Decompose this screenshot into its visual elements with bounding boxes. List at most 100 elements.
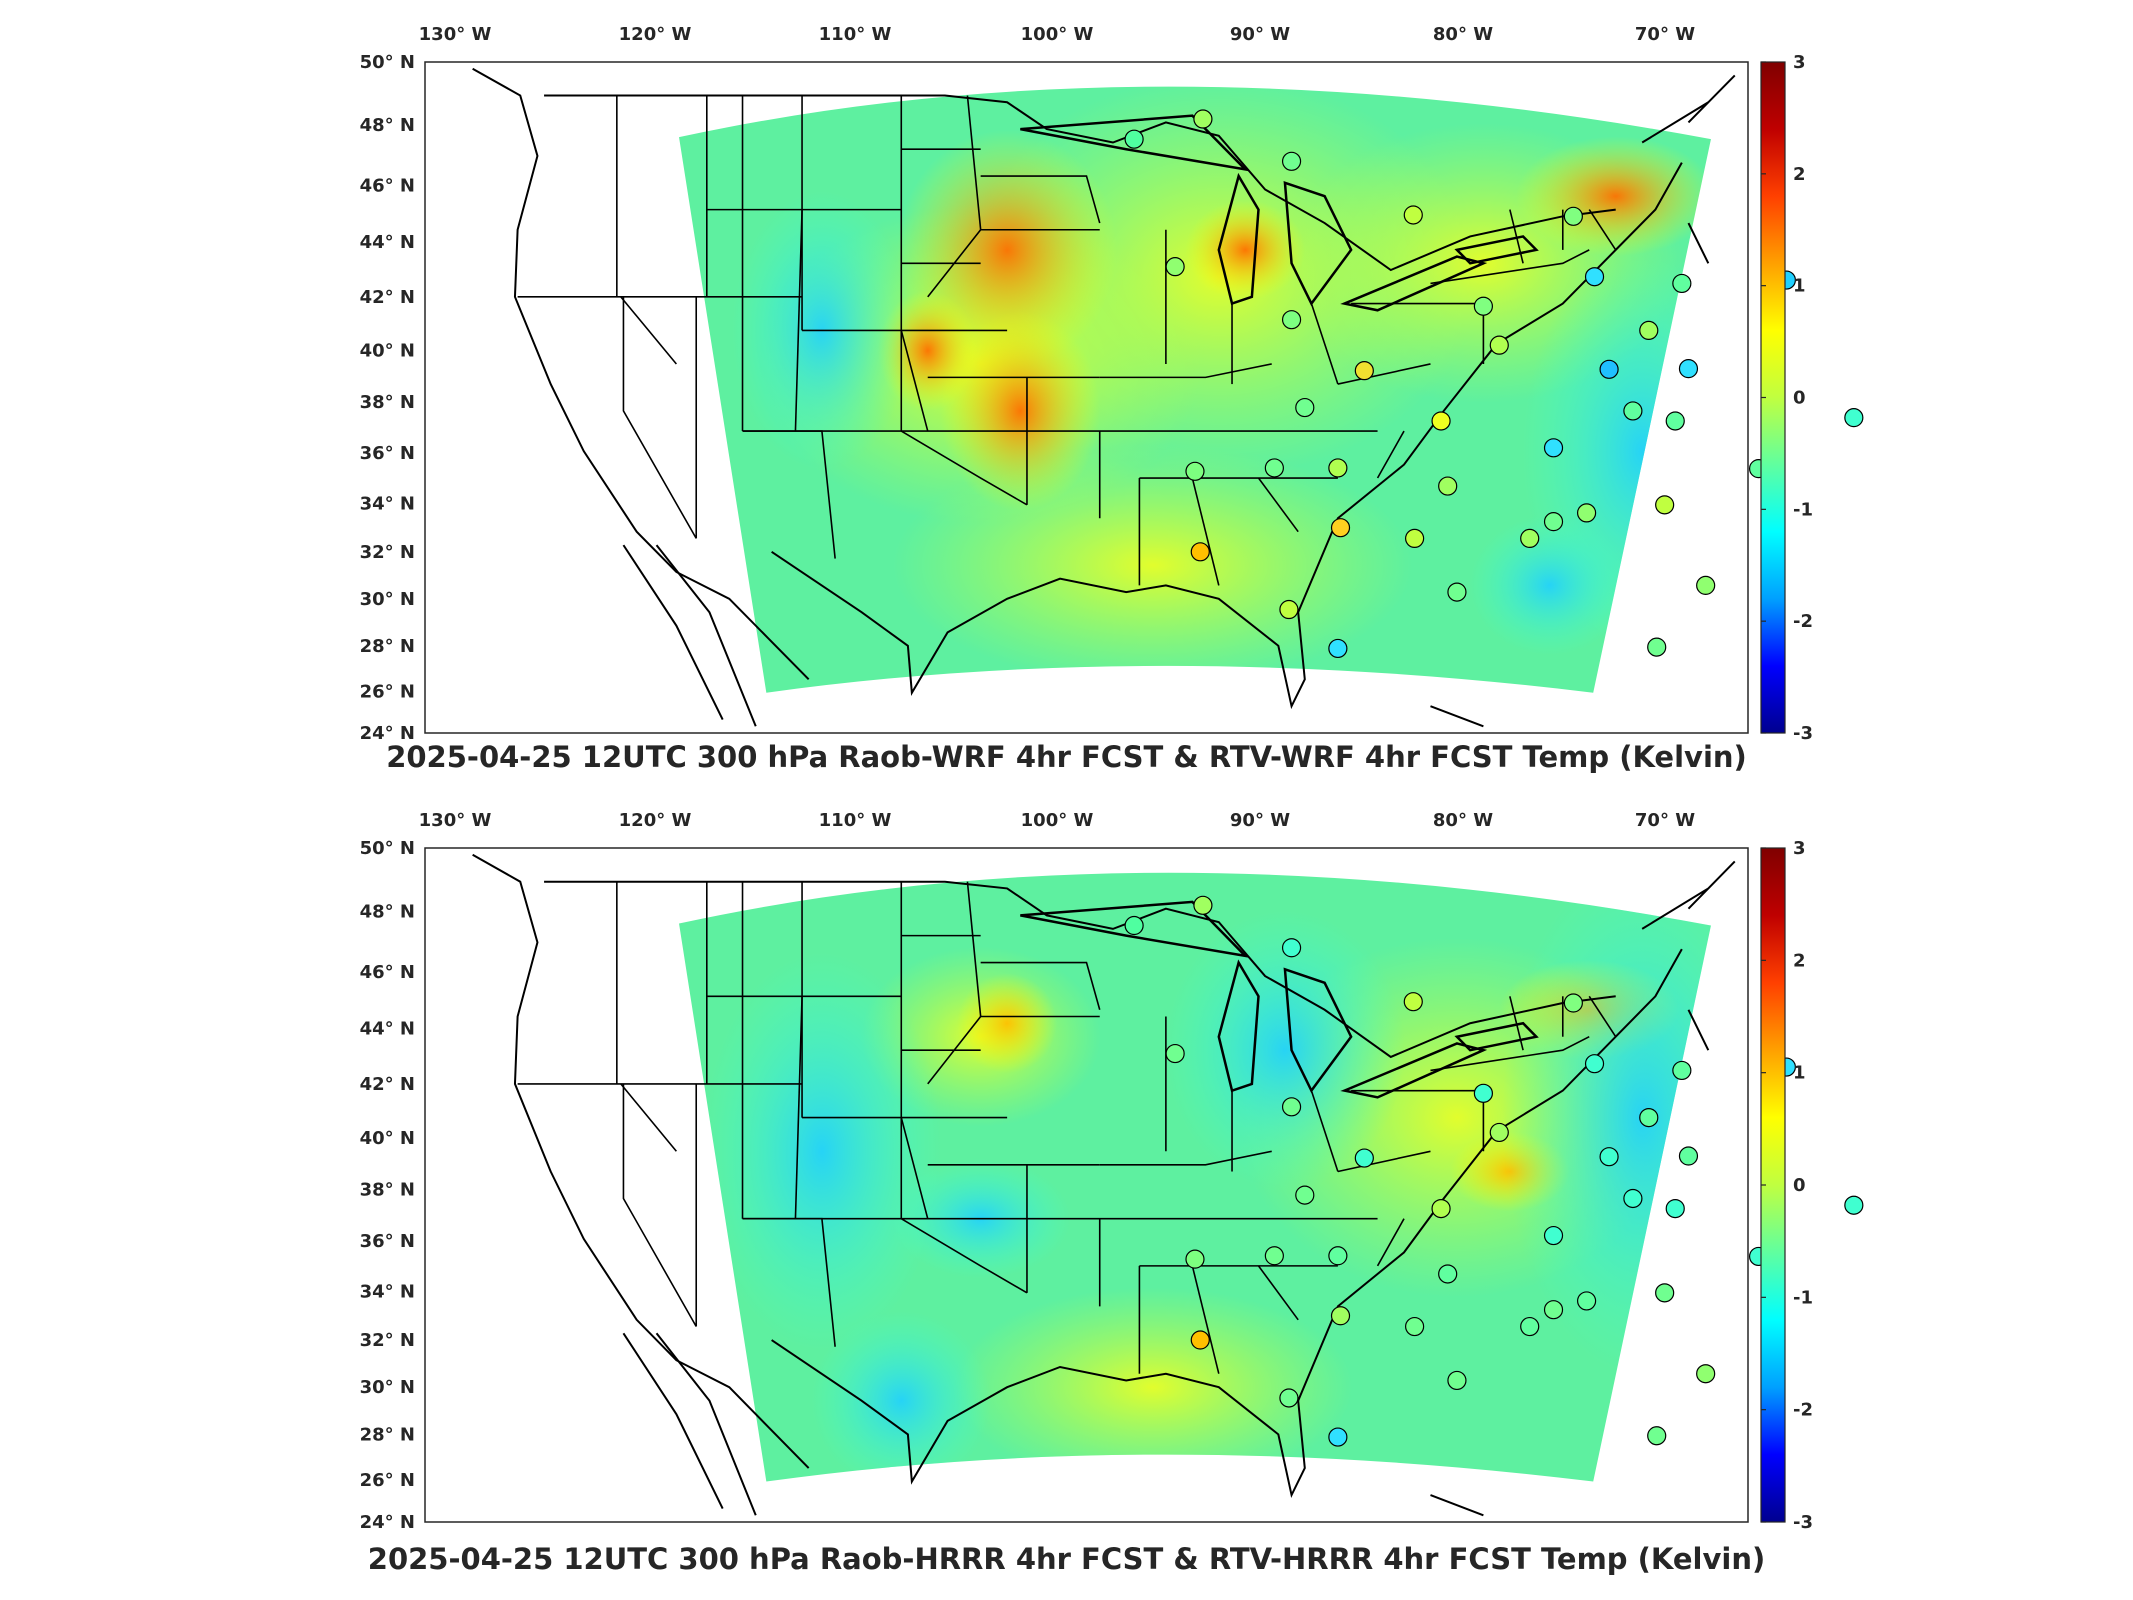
lat-tick-label: 50° N bbox=[360, 52, 415, 73]
panel-title-wrf: 2025-04-25 12UTC 300 hPa Raob-WRF 4hr FC… bbox=[386, 740, 1747, 774]
lat-tick-label: 28° N bbox=[360, 636, 415, 657]
raob-station-marker bbox=[1563, 206, 1583, 226]
raob-station-marker bbox=[1696, 575, 1716, 595]
lat-tick-label: 42° N bbox=[360, 287, 415, 308]
raob-station-marker bbox=[1678, 359, 1699, 379]
raob-station-marker bbox=[1264, 1246, 1284, 1266]
raob-station-marker bbox=[1403, 205, 1423, 225]
colorbar-tick-label: -3 bbox=[1793, 1512, 1813, 1533]
raob-station-marker bbox=[1639, 1108, 1659, 1128]
colorbar-tick-label: 1 bbox=[1793, 276, 1806, 297]
raob-station-marker bbox=[1520, 1316, 1540, 1337]
lon-tick-label: 80° W bbox=[1433, 24, 1493, 45]
raob-station-marker bbox=[1438, 476, 1458, 496]
lon-tick-label: 70° W bbox=[1635, 24, 1695, 45]
raob-station-marker bbox=[1431, 411, 1451, 431]
raob-station-marker bbox=[1844, 408, 1864, 428]
lat-tick-label: 38° N bbox=[360, 392, 415, 413]
colorbar-tick-label: -3 bbox=[1793, 723, 1813, 744]
colorbar-tick-label: 3 bbox=[1793, 52, 1806, 73]
raob-station-marker bbox=[1543, 512, 1564, 532]
lat-tick-label: 44° N bbox=[360, 232, 415, 253]
colorbar-tick-label: -1 bbox=[1793, 499, 1813, 520]
raob-station-marker bbox=[1543, 1300, 1564, 1320]
raob-station-marker bbox=[1190, 1330, 1210, 1350]
lon-tick-label: 130° W bbox=[419, 24, 492, 45]
raob-station-marker bbox=[1447, 582, 1467, 602]
raob-station-marker bbox=[1647, 637, 1667, 657]
raob-station-marker bbox=[1281, 938, 1302, 958]
raob-station-marker bbox=[1124, 129, 1144, 149]
colorbar-tick-label: 1 bbox=[1793, 1063, 1806, 1084]
raob-station-marker bbox=[1576, 1291, 1597, 1311]
raob-stations bbox=[1124, 109, 1864, 659]
raob-station-marker bbox=[1665, 411, 1685, 431]
lat-tick-label: 24° N bbox=[360, 723, 415, 744]
lat-tick-label: 46° N bbox=[360, 962, 415, 983]
raob-station-marker bbox=[1665, 1198, 1685, 1219]
lon-tick-label: 120° W bbox=[619, 810, 692, 831]
lat-tick-label: 32° N bbox=[360, 542, 415, 563]
raob-station-marker bbox=[1124, 915, 1144, 936]
raob-station-marker bbox=[1279, 599, 1299, 620]
raob-station-marker bbox=[1281, 151, 1302, 171]
raob-station-marker bbox=[1599, 359, 1619, 379]
raob-station-marker bbox=[1185, 461, 1205, 481]
raob-station-marker bbox=[1678, 1146, 1699, 1166]
raob-station-marker bbox=[1330, 1306, 1351, 1326]
lat-tick-label: 36° N bbox=[360, 1231, 415, 1252]
raob-station-marker bbox=[1354, 1148, 1374, 1168]
raob-station-marker bbox=[1295, 1185, 1315, 1205]
lon-tick-label: 110° W bbox=[819, 810, 892, 831]
raob-station-marker bbox=[1403, 992, 1423, 1012]
map-panel-wrf: 130° W 120° W 110° W 100° W 90° W 80° W 70° W 5… bbox=[0, 0, 2133, 790]
raob-station-marker bbox=[1584, 1054, 1605, 1074]
raob-station-marker bbox=[1543, 1225, 1564, 1246]
raob-station-marker bbox=[1281, 1097, 1302, 1117]
raob-station-marker bbox=[1655, 495, 1675, 515]
lat-tick-label: 40° N bbox=[360, 1128, 415, 1149]
lon-tick-label: 110° W bbox=[819, 24, 892, 45]
raob-station-marker bbox=[1623, 401, 1643, 421]
lon-tick-label: 90° W bbox=[1230, 810, 1290, 831]
raob-station-marker bbox=[1190, 542, 1210, 562]
raob-station-marker bbox=[1328, 1246, 1348, 1266]
raob-station-marker bbox=[1639, 320, 1659, 340]
lat-tick-label: 26° N bbox=[360, 1470, 415, 1491]
map-panel-hrrr: 130° W 120° W 110° W 100° W 90° W 80° W 70° W 5… bbox=[0, 790, 2133, 1600]
colorbar-tick-label: 2 bbox=[1793, 950, 1806, 971]
lat-tick-label: 46° N bbox=[360, 175, 415, 196]
raob-station-marker bbox=[1264, 458, 1284, 478]
raob-station-marker bbox=[1489, 335, 1509, 355]
raob-station-marker bbox=[1438, 1264, 1458, 1284]
colorbar-tick-label: 3 bbox=[1793, 838, 1806, 859]
raob-station-marker bbox=[1354, 361, 1374, 381]
raob-station-marker bbox=[1584, 267, 1605, 287]
lon-tick-label: 130° W bbox=[419, 810, 492, 831]
raob-station-marker bbox=[1193, 895, 1213, 915]
lon-tick-label: 100° W bbox=[1021, 24, 1094, 45]
raob-station-marker bbox=[1672, 1060, 1692, 1081]
raob-station-marker bbox=[1328, 1427, 1348, 1447]
lon-tick-label: 80° W bbox=[1433, 810, 1493, 831]
raob-station-marker bbox=[1193, 109, 1213, 129]
raob-station-marker bbox=[1844, 1195, 1864, 1215]
raob-station-marker bbox=[1623, 1188, 1643, 1209]
raob-station-marker bbox=[1576, 503, 1597, 523]
raob-station-marker bbox=[1328, 458, 1348, 478]
lat-tick-label: 24° N bbox=[360, 1512, 415, 1533]
lat-tick-label: 42° N bbox=[360, 1074, 415, 1095]
lon-tick-label: 70° W bbox=[1635, 810, 1695, 831]
map-plot-wrf: 130° W 120° W 110° W 100° W 90° W 80° W 70° W 5… bbox=[360, 24, 1864, 744]
raob-station-marker bbox=[1520, 528, 1540, 549]
raob-station-marker bbox=[1431, 1198, 1451, 1219]
map-boundaries bbox=[472, 853, 1736, 1517]
raob-station-marker bbox=[1185, 1249, 1205, 1269]
colorbar-tick-label: -1 bbox=[1793, 1287, 1813, 1308]
colorbar-tick-label: -2 bbox=[1793, 611, 1813, 632]
raob-station-marker bbox=[1473, 296, 1494, 316]
map-boundaries bbox=[472, 67, 1736, 728]
lat-tick-label: 50° N bbox=[360, 838, 415, 859]
colorbar-tick-label: 2 bbox=[1793, 164, 1806, 185]
lat-tick-label: 48° N bbox=[360, 115, 415, 136]
